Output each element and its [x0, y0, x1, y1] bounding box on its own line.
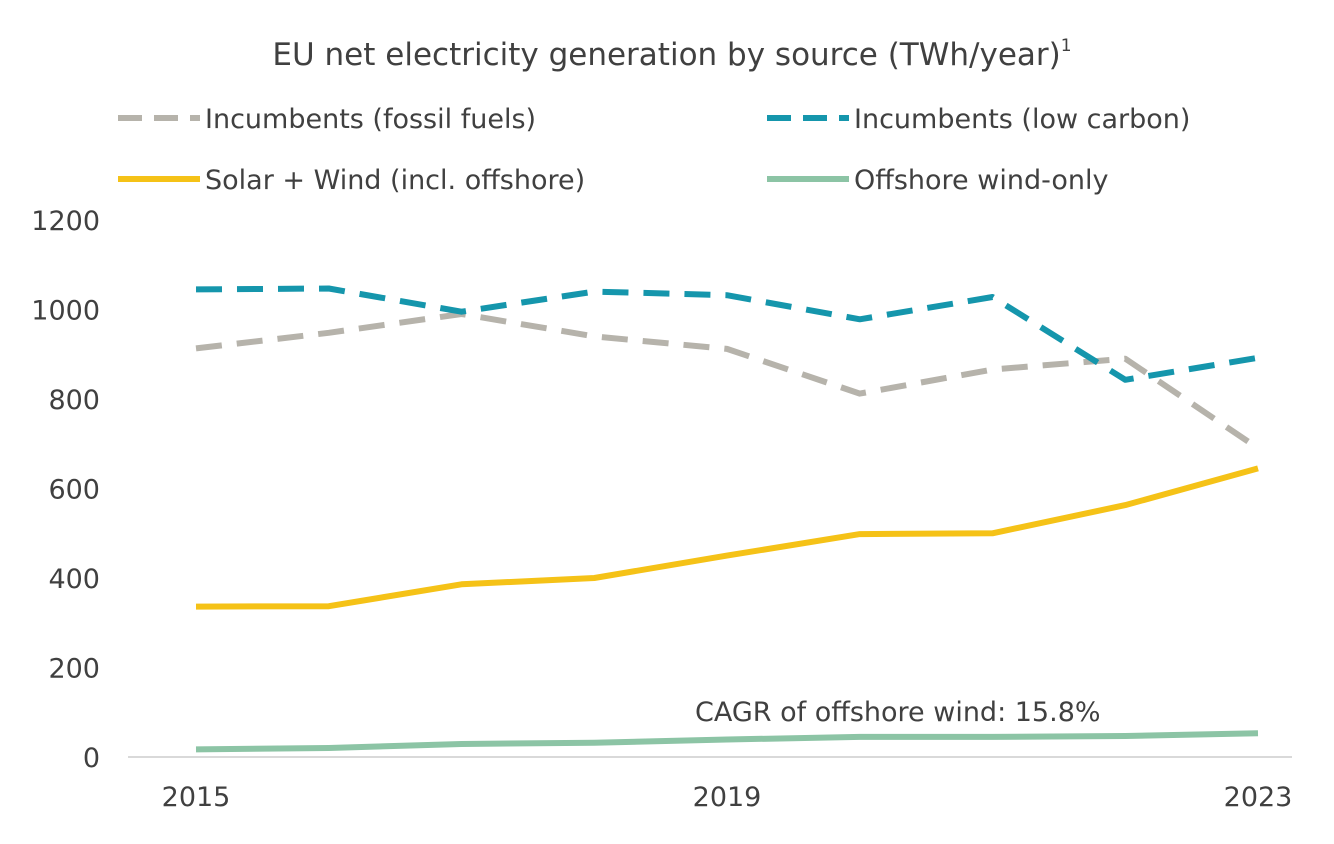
series-group [195, 285, 1260, 753]
y-tick-label: 600 [48, 475, 100, 506]
series-line-0 [195, 311, 1260, 451]
legend-label-2: Solar + Wind (incl. offshore) [205, 165, 585, 196]
legend-label-1: Incumbents (low carbon) [854, 104, 1190, 135]
x-tick-label: 2023 [1224, 782, 1293, 813]
y-tick-label: 1000 [31, 296, 100, 327]
x-tick-label: 2015 [162, 782, 231, 813]
legend-label-3: Offshore wind-only [854, 165, 1108, 196]
x-axis: 2015 2019 2023 [128, 756, 1293, 813]
y-tick-label: 0 [83, 743, 100, 774]
y-axis: 0 200 400 600 800 1000 1200 [31, 206, 100, 774]
series-line-3 [195, 730, 1259, 753]
y-tick-label: 800 [48, 385, 100, 416]
x-tick-label: 2019 [693, 782, 762, 813]
chart-title: EU net electricity generation by source … [272, 36, 1071, 73]
y-tick-label: 400 [48, 564, 100, 595]
series-line-2 [195, 465, 1259, 610]
legend-label-0: Incumbents (fossil fuels) [205, 104, 536, 135]
legend: Incumbents (fossil fuels) Incumbents (low… [118, 104, 1190, 196]
series-line-1 [195, 285, 1259, 383]
y-tick-label: 1200 [31, 206, 100, 237]
y-tick-label: 200 [48, 654, 100, 685]
annotation-cagr: CAGR of offshore wind: 15.8% [695, 697, 1101, 728]
annotations: CAGR of offshore wind: 15.8% [695, 697, 1101, 728]
